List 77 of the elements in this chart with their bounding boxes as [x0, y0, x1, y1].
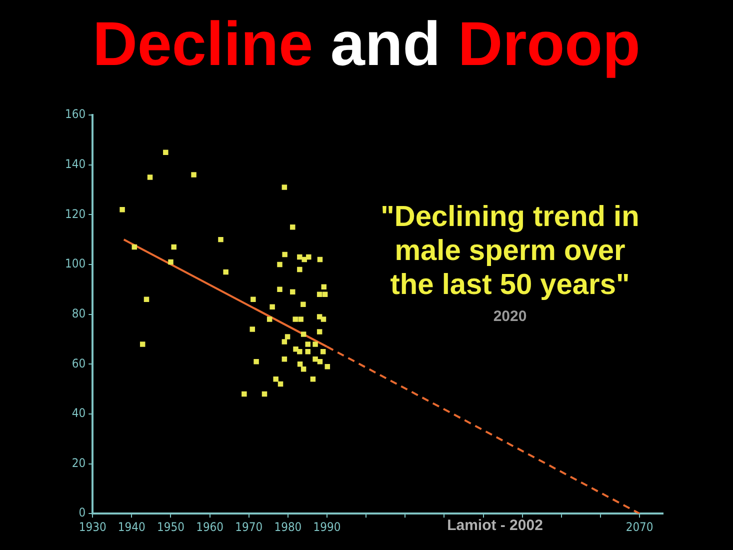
point — [282, 356, 288, 362]
point — [290, 289, 296, 294]
point — [324, 364, 330, 370]
point — [266, 316, 272, 322]
y-tick-label: 40 — [72, 406, 86, 420]
point — [300, 332, 306, 337]
point — [316, 329, 322, 334]
y-tick-label: 80 — [72, 306, 86, 320]
point — [242, 391, 247, 397]
point — [282, 184, 288, 190]
point — [254, 359, 259, 364]
point — [297, 362, 303, 367]
x-tick-label: 1980 — [274, 520, 302, 534]
y-tick-label: 100 — [64, 256, 86, 271]
point — [168, 259, 174, 265]
point — [300, 302, 306, 307]
x-tick-label: 2070 — [626, 520, 654, 534]
point — [310, 376, 316, 382]
point — [277, 262, 282, 268]
point — [250, 296, 256, 302]
point — [292, 316, 298, 322]
point — [317, 256, 323, 262]
x-tick-label: 1950 — [157, 520, 185, 534]
point — [132, 244, 138, 250]
point — [284, 334, 290, 340]
point — [147, 174, 153, 180]
y-tick-label: 0 — [78, 506, 86, 520]
y-tick-label: 120 — [64, 206, 86, 221]
point — [163, 150, 168, 155]
point — [290, 224, 296, 230]
point — [273, 376, 278, 382]
point — [282, 252, 288, 258]
point — [317, 359, 323, 364]
y-tick-label: 60 — [72, 356, 86, 370]
point — [250, 326, 256, 332]
point — [305, 342, 310, 347]
point — [282, 339, 288, 344]
point — [262, 391, 268, 397]
point — [300, 366, 306, 372]
point — [305, 349, 310, 354]
point — [320, 349, 326, 354]
point — [218, 236, 224, 242]
point — [277, 286, 282, 292]
point — [297, 254, 302, 260]
x-tick-label: 1970 — [235, 520, 263, 534]
y-tick-label: 160 — [64, 107, 86, 122]
point — [171, 244, 176, 250]
annotation: 2020 — [492, 308, 528, 326]
y-tick-label: 20 — [72, 456, 86, 470]
point — [298, 316, 304, 322]
x-tick-label: 1940 — [118, 520, 146, 534]
point — [316, 314, 322, 320]
point — [140, 342, 146, 347]
point — [316, 292, 322, 297]
point — [270, 304, 275, 310]
point — [321, 284, 327, 290]
point — [278, 381, 284, 387]
point — [293, 346, 298, 352]
point — [297, 266, 302, 272]
point — [322, 292, 328, 297]
point — [223, 269, 228, 275]
point — [306, 254, 312, 260]
point — [312, 356, 318, 362]
y-tick-label: 140 — [64, 156, 86, 171]
point — [312, 342, 318, 347]
chart-title: Decline and Droop — [92, 10, 640, 79]
point — [191, 172, 196, 178]
text: Lamiot - 2002 — [447, 517, 543, 534]
x-tick-label: 1960 — [196, 520, 224, 534]
annotation: "Declining trend in male sperm over the last 50 years" — [380, 200, 640, 302]
point — [320, 316, 326, 322]
point — [144, 296, 150, 302]
point — [120, 207, 125, 212]
x-tick-label: 1930 — [78, 520, 106, 534]
point — [302, 256, 307, 262]
point — [297, 349, 302, 354]
x-tick-label: 1990 — [313, 520, 341, 534]
